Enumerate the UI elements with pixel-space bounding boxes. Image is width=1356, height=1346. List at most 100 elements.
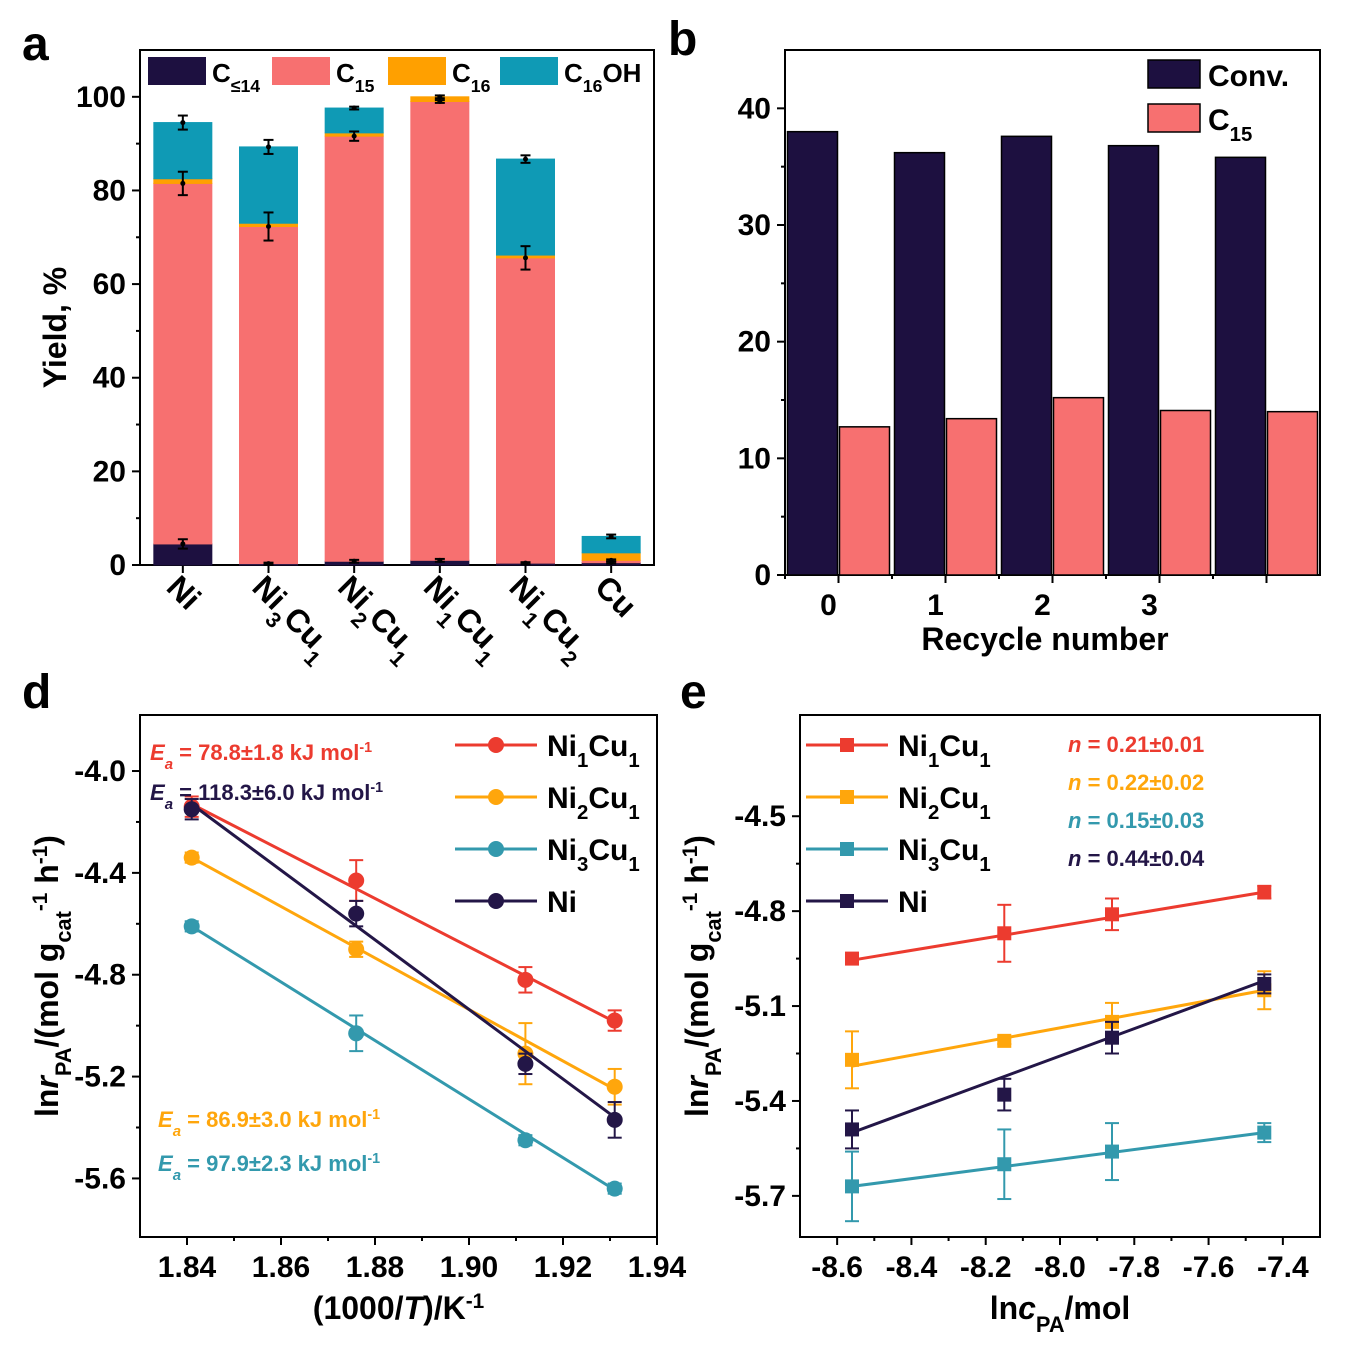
legend-label-b-1: C15 bbox=[1208, 104, 1252, 146]
x-tick-label-b: 0 bbox=[820, 589, 837, 622]
y-tick-label-e: -4.5 bbox=[734, 800, 786, 833]
data-point-d-1-1 bbox=[348, 941, 365, 958]
bar-a-1-0 bbox=[153, 182, 213, 545]
fit-line-e-3 bbox=[851, 979, 1265, 1135]
legend-label-d-1: Ni2Cu1 bbox=[547, 782, 640, 824]
legend-marker-e-1 bbox=[840, 790, 854, 804]
x-tick-label-b: 1 bbox=[927, 589, 944, 622]
x-category-label-a: Ni2Cu1 bbox=[324, 568, 427, 671]
errbar-dot-a-3-3 bbox=[437, 94, 443, 100]
errbar-dot-a-0-1 bbox=[266, 561, 271, 567]
bar-b-c15-4 bbox=[1266, 410, 1319, 576]
data-point-d-2-0 bbox=[183, 918, 200, 935]
legend-label-e-3: Ni bbox=[898, 886, 928, 919]
bar-a-1-3 bbox=[410, 101, 470, 561]
x-category-label-a: Ni3Cu1 bbox=[238, 568, 341, 671]
legend-marker-e-2 bbox=[840, 842, 854, 856]
legend-marker-e-3 bbox=[840, 894, 854, 908]
bar-b-conv-4 bbox=[1214, 156, 1267, 576]
legend-swatch-a-0 bbox=[148, 57, 206, 85]
x-tick-label-e: -8.6 bbox=[811, 1251, 863, 1284]
x-category-label-a: Cu bbox=[588, 568, 644, 624]
data-point-e-0-1 bbox=[997, 926, 1012, 941]
x-axis-label-d: (1000/T)/K-1 bbox=[313, 1290, 484, 1327]
y-tick-label-a: 60 bbox=[93, 268, 126, 301]
y-tick-label-b: 40 bbox=[738, 92, 771, 125]
y-tick-label-b: 0 bbox=[754, 559, 771, 592]
y-tick-label-e: -4.8 bbox=[734, 895, 786, 928]
bar-b-c15-1 bbox=[945, 417, 998, 576]
errbar-dot-a-1-2 bbox=[351, 133, 357, 139]
data-point-d-2-2 bbox=[517, 1132, 534, 1149]
errbar-dot-a-3-0 bbox=[180, 120, 186, 126]
x-category-label-a: Ni bbox=[160, 568, 208, 616]
bar-a-3-2 bbox=[324, 107, 384, 134]
x-tick-label-d: 1.90 bbox=[440, 1251, 498, 1284]
fit-line-d-1 bbox=[190, 856, 616, 1091]
annotation-ea-3: Ea = 97.9±2.3 kJ mol-1 bbox=[158, 1151, 380, 1184]
errbar-dot-a-0-3 bbox=[437, 557, 443, 563]
errbar-dot-a-3-4 bbox=[523, 156, 528, 162]
data-point-d-1-3 bbox=[606, 1078, 623, 1095]
y-tick-label-a: 100 bbox=[76, 81, 126, 114]
bar-a-1-4 bbox=[496, 257, 555, 564]
x-category-label-a: Ni1Cu1 bbox=[409, 568, 512, 671]
chart-d: 1.84 1.86 1.88 1.90 1.92 1.94 -4.0 -4.4 -4.8 -5.2… bbox=[29, 714, 687, 1327]
x-category-label-a: Ni1Cu2 bbox=[495, 568, 598, 671]
legend-swatch-b-0 bbox=[1147, 59, 1201, 89]
bar-b-conv-2 bbox=[1000, 135, 1053, 576]
panel-label-e: e bbox=[680, 666, 707, 719]
y-tick-label-a: 80 bbox=[93, 174, 126, 207]
data-point-e-1-0 bbox=[845, 1052, 859, 1067]
errbar-dot-a-3-2 bbox=[351, 105, 357, 111]
legend-label-e-2: Ni3Cu1 bbox=[898, 834, 991, 876]
errbar-dot-a-0-0 bbox=[180, 541, 186, 547]
x-tick-label-e: -7.6 bbox=[1183, 1251, 1235, 1284]
bar-a-1-1 bbox=[239, 226, 298, 565]
annotation-ea-0: Ea = 78.8±1.8 kJ mol-1 bbox=[150, 740, 372, 773]
x-tick-label-d: 1.88 bbox=[346, 1251, 404, 1284]
legend-label-a-1: C15 bbox=[336, 58, 375, 96]
data-point-d-3-1 bbox=[348, 905, 365, 922]
y-tick-label-d: -4.8 bbox=[74, 959, 126, 992]
x-tick-label-b: 2 bbox=[1034, 589, 1051, 622]
annotation-ea-1: Ea = 118.3±6.0 kJ mol-1 bbox=[150, 780, 383, 813]
legend-label-d-0: Ni1Cu1 bbox=[547, 730, 640, 772]
bar-a-3-0 bbox=[153, 122, 213, 180]
y-tick-label-b: 20 bbox=[738, 326, 771, 359]
errbar-dot-a-1-3 bbox=[437, 99, 443, 104]
x-tick-label-d: 1.94 bbox=[628, 1251, 687, 1284]
data-point-d-0-2 bbox=[517, 971, 534, 988]
legend-swatch-b-1 bbox=[1147, 103, 1201, 133]
errbar-dot-a-0-2 bbox=[351, 558, 357, 564]
errbar-dot-a-1-5 bbox=[608, 557, 614, 563]
data-point-d-3-2 bbox=[517, 1055, 534, 1072]
data-point-d-0-1 bbox=[348, 872, 365, 889]
fit-line-e-2 bbox=[851, 1131, 1265, 1188]
errbar-dot-a-1-1 bbox=[266, 224, 271, 230]
y-tick-label-d: -5.6 bbox=[74, 1162, 126, 1195]
data-point-e-2-1 bbox=[997, 1157, 1012, 1172]
data-point-d-1-0 bbox=[183, 849, 200, 866]
bar-b-c15-3 bbox=[1159, 409, 1212, 576]
legend-label-e-0: Ni1Cu1 bbox=[898, 730, 991, 772]
y-tick-label-d: -4.0 bbox=[74, 755, 126, 788]
annotation-n-3: n = 0.44±0.04 bbox=[1068, 846, 1205, 871]
annotation-n-2: n = 0.15±0.03 bbox=[1068, 808, 1204, 833]
y-tick-label-b: 30 bbox=[738, 209, 771, 242]
data-point-e-0-2 bbox=[1105, 907, 1119, 922]
y-tick-label-d: -5.2 bbox=[74, 1061, 126, 1094]
y-tick-label-a: 0 bbox=[109, 549, 126, 582]
y-axis-label-a: Yield, % bbox=[37, 267, 73, 389]
annotation-n-0: n = 0.21±0.01 bbox=[1068, 732, 1204, 757]
x-tick-label-d: 1.92 bbox=[534, 1251, 592, 1284]
x-tick-label-e: -8.2 bbox=[960, 1251, 1012, 1284]
data-point-e-3-3 bbox=[1257, 976, 1272, 991]
errbar-dot-a-1-4 bbox=[523, 255, 528, 261]
panel-label-b: b bbox=[668, 13, 697, 66]
x-tick-label-d: 1.84 bbox=[158, 1251, 217, 1284]
plot-frame-d bbox=[139, 714, 658, 1238]
y-tick-label-b: 10 bbox=[738, 442, 771, 475]
